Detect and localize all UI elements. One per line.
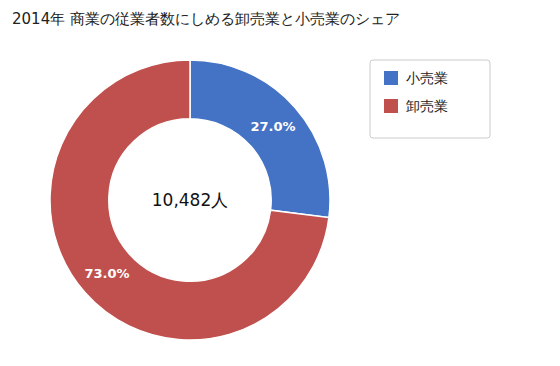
center-text: 10,482人 bbox=[152, 190, 228, 210]
legend-swatch bbox=[384, 71, 398, 85]
chart: 2014年 商業の従業者数にしめる卸売業と小売業のシェア 27.0% 73.0% 10… bbox=[0, 0, 560, 366]
slices bbox=[50, 60, 330, 340]
legend-frame bbox=[370, 60, 490, 138]
slice bbox=[50, 60, 329, 340]
legend-swatch bbox=[384, 99, 398, 113]
data-label: 73.0% bbox=[84, 266, 129, 281]
title: 2014年 商業の従業者数にしめる卸売業と小売業のシェア bbox=[12, 10, 400, 28]
legend-label: 卸売業 bbox=[406, 98, 448, 114]
legend-label: 小売業 bbox=[406, 70, 448, 86]
background bbox=[0, 0, 560, 366]
data-label: 27.0% bbox=[250, 119, 295, 134]
legend: 小売業卸売業 bbox=[370, 60, 490, 138]
